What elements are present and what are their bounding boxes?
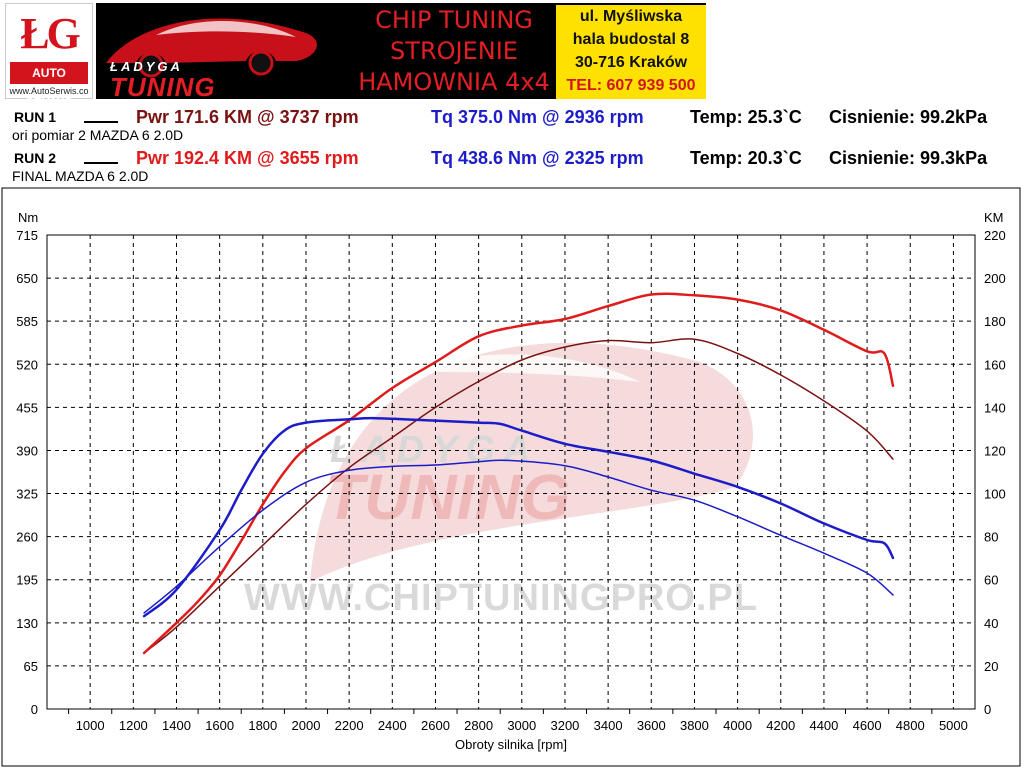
y2-tick-label: 20 (984, 659, 998, 674)
run-1-temperature: Temp: 25.3`C (690, 107, 802, 127)
x-tick-label: 3400 (594, 718, 623, 733)
y2-tick-label: 220 (984, 228, 1006, 243)
run-2-temperature: Temp: 20.3`C (690, 148, 802, 168)
x-axis-label: Obroty silnika [rpm] (455, 737, 567, 752)
tuning-banner: ŁADYGA TUNING CHIP TUNING STROJENIE HAMO… (96, 3, 706, 99)
x-tick-label: 2800 (464, 718, 493, 733)
x-tick-label: 4600 (853, 718, 882, 733)
run-2-line-swatch (84, 147, 118, 169)
logo-url: www.AutoSerwis.co (9, 86, 89, 96)
logo-letters: ŁG (20, 9, 81, 58)
x-tick-label: 1600 (205, 718, 234, 733)
x-tick-label: 4800 (896, 718, 925, 733)
run-1-label: RUN 1 (14, 109, 57, 125)
address-hall: hala budostal 8 (572, 31, 690, 48)
car-silhouette-icon (106, 18, 317, 78)
x-tick-label: 1800 (248, 718, 277, 733)
address-city: 30-716 Kraków (574, 54, 688, 71)
run-2-description: FINAL MAZDA 6 2.0D (12, 168, 149, 184)
run-1-line-swatch (84, 106, 118, 128)
y-tick-label: 585 (16, 314, 38, 329)
header: ŁG AUTO SERWIS www.AutoSerwis.co ŁADYGA … (0, 0, 1024, 102)
x-tick-label: 1400 (162, 718, 191, 733)
run-2-legend: RUN 2 Pwr 192.4 KM @ 3655 rpm Tq 438.6 N… (0, 147, 1024, 169)
x-tick-label: 4200 (766, 718, 795, 733)
y-tick-label: 130 (16, 616, 38, 631)
run-1-power: Pwr 171.6 KM @ 3737 rpm (136, 107, 359, 127)
y-tick-label: 195 (16, 573, 38, 588)
plot-frame (46, 234, 976, 710)
run-1-torque: Tq 375.0 Nm @ 2936 rpm (431, 107, 644, 127)
series (142, 292, 895, 655)
service-chip-tuning: CHIP TUNING (375, 6, 533, 34)
banner-brand: ŁADYGA TUNING (110, 59, 310, 99)
tick-labels: 1000 1200 1400 1600 1800 2000 2200 2400 2600 2800… (16, 228, 1005, 733)
logo-band: AUTO SERWIS (10, 62, 88, 102)
y2-tick-label: 160 (984, 357, 1006, 372)
run-2-power: Pwr 192.4 KM @ 3655 rpm (136, 148, 359, 168)
banner-brand-bottom: TUNING (110, 72, 216, 99)
y-tick-label: 520 (16, 357, 38, 372)
y2-tick-label: 80 (984, 530, 998, 545)
axes: Nm KM Obroty silnika [rpm] (18, 210, 1004, 752)
run-2-power-curve (142, 292, 895, 655)
x-tick-label: 3800 (680, 718, 709, 733)
watermark-url: WWW.CHIPTUNINGPRO.PL (244, 577, 758, 619)
x-tick-label: 4000 (723, 718, 752, 733)
lg-auto-serwis-logo: ŁG AUTO SERWIS www.AutoSerwis.co (5, 3, 93, 102)
x-tick-label: 5000 (939, 718, 968, 733)
y2-tick-label: 200 (984, 271, 1006, 286)
y-tick-label: 715 (16, 228, 38, 243)
x-tick-label: 2000 (292, 718, 321, 733)
x-tick-label: 4400 (809, 718, 838, 733)
banner-services: CHIP TUNING STROJENIE HAMOWNIA 4x4 (324, 5, 584, 98)
run-1-pressure: Cisnienie: 99.2kPa (829, 107, 988, 127)
grid (46, 234, 976, 714)
x-tick-label: 1000 (76, 718, 105, 733)
y-tick-label: 260 (16, 530, 38, 545)
y2-tick-label: 0 (984, 702, 991, 717)
y2-tick-label: 140 (984, 400, 1006, 415)
dyno-chart: ŁADYGA TUNING WWW.CHIPTUNINGPRO.PL Nm KM… (0, 187, 1024, 768)
x-tick-label: 3000 (507, 718, 536, 733)
y2-axis-label: KM (984, 210, 1004, 225)
run-1-legend: RUN 1 Pwr 171.6 KM @ 3737 rpm Tq 375.0 N… (0, 106, 1024, 128)
x-tick-label: 2200 (335, 718, 364, 733)
banner-address: ul. Myśliwska hala budostal 8 30-716 Kra… (556, 5, 706, 99)
y-tick-label: 325 (16, 487, 38, 502)
x-tick-label: 2400 (378, 718, 407, 733)
y-tick-label: 0 (31, 702, 38, 717)
address-phone: TEL: 607 939 500 (566, 77, 696, 94)
y2-tick-label: 40 (984, 616, 998, 631)
run-1-power-curve (143, 338, 894, 654)
x-tick-label: 2600 (421, 718, 450, 733)
service-strojenie: STROJENIE (390, 37, 518, 65)
run-2-label: RUN 2 (14, 150, 57, 166)
address-street: ul. Myśliwska (579, 8, 683, 25)
run-1-description: ori pomiar 2 MAZDA 6 2.0D (12, 127, 184, 143)
y-axis-label: Nm (18, 210, 38, 225)
x-tick-label: 3200 (550, 718, 579, 733)
run-2-torque-curve (142, 416, 895, 618)
y-tick-label: 65 (24, 659, 38, 674)
x-tick-label: 3600 (637, 718, 666, 733)
y-tick-label: 650 (16, 271, 38, 286)
y2-tick-label: 100 (984, 487, 1006, 502)
run-1-torque-curve (143, 459, 894, 614)
y-tick-label: 455 (16, 400, 38, 415)
run-2-pressure: Cisnienie: 99.3kPa (829, 148, 988, 168)
y2-tick-label: 60 (984, 573, 998, 588)
x-tick-label: 1200 (119, 718, 148, 733)
y2-tick-label: 120 (984, 443, 1006, 458)
y-tick-label: 390 (16, 443, 38, 458)
y2-tick-label: 180 (984, 314, 1006, 329)
run-2-torque: Tq 438.6 Nm @ 2325 rpm (431, 148, 644, 168)
banner-brand-top: ŁADYGA (110, 59, 183, 74)
service-hamownia: HAMOWNIA 4x4 (358, 68, 550, 96)
watermark-brand-bottom: TUNING (325, 461, 570, 533)
